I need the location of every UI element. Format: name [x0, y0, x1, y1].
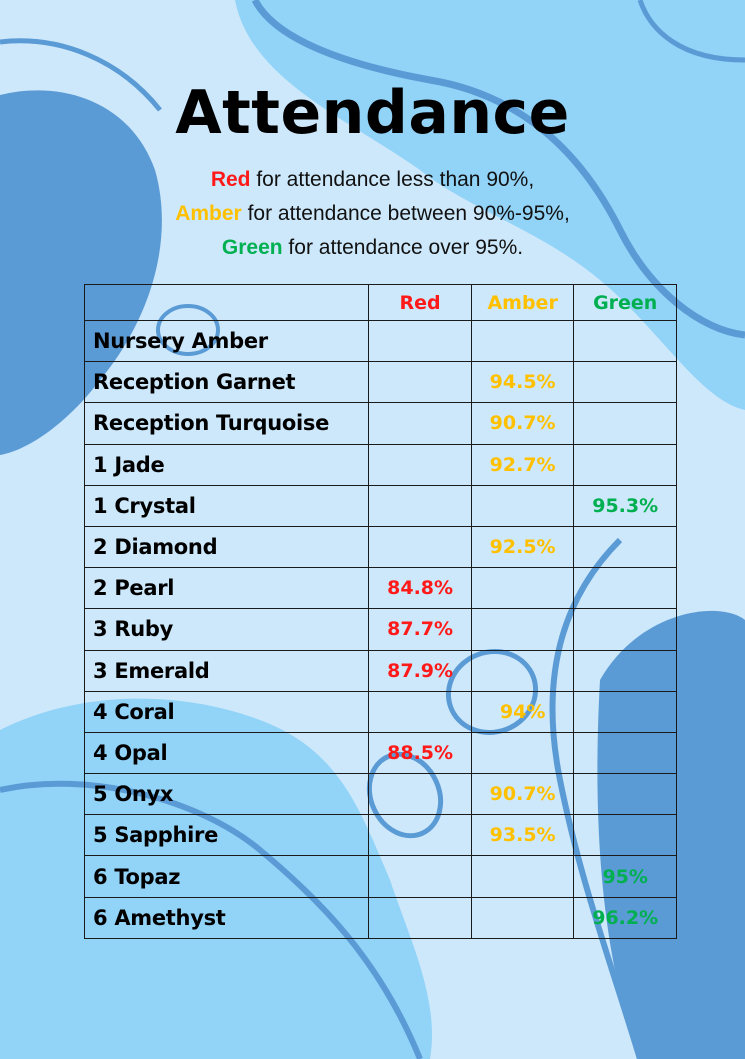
header-red: Red — [368, 284, 472, 321]
legend-key-amber: Amber — [175, 202, 242, 225]
left-swirl — [0, 38, 162, 112]
legend-line-amber: Amber for attendance between 90%-95%, — [0, 197, 745, 231]
top-right-swirl-2 — [637, 0, 745, 63]
amber-attendance-cell — [470, 484, 575, 527]
green-attendance-cell — [573, 731, 677, 775]
amber-attendance-cell — [470, 567, 575, 610]
legend-text-green: for attendance over 95%. — [282, 236, 524, 259]
legend-text-amber: for attendance between 90%-95%, — [241, 202, 570, 225]
green-attendance-cell — [573, 608, 677, 651]
green-attendance-cell: 95% — [573, 855, 677, 898]
top-right-blob — [235, 0, 745, 410]
table-row: Reception Garnet 94.5% — [83, 361, 677, 404]
red-attendance-cell: 87.9% — [368, 649, 472, 692]
table-row: 3 Ruby 87.7% — [83, 608, 677, 651]
legend-key-green: Green — [221, 236, 283, 259]
table-row: 6 Topaz 95% — [83, 855, 677, 898]
amber-attendance-cell: 93.5% — [470, 814, 575, 857]
amber-attendance-cell — [470, 896, 575, 939]
red-attendance-cell — [368, 361, 472, 404]
green-attendance-cell — [573, 319, 677, 363]
class-name: 6 Amethyst — [83, 896, 370, 939]
legend-key-red: Red — [210, 168, 251, 191]
red-attendance-cell — [368, 690, 472, 733]
header-class-blank — [83, 284, 370, 321]
green-attendance-cell — [573, 649, 677, 692]
green-attendance-cell — [573, 567, 677, 610]
class-name: Nursery Amber — [83, 319, 370, 363]
class-name: 3 Emerald — [83, 649, 370, 692]
class-name: 2 Pearl — [83, 567, 370, 610]
amber-attendance-cell: 92.7% — [470, 443, 575, 486]
red-attendance-cell — [368, 525, 472, 569]
amber-attendance-cell — [470, 608, 575, 651]
table-row: 1 Jade 92.7% — [83, 443, 677, 486]
red-attendance-cell — [368, 319, 472, 363]
red-attendance-cell: 88.5% — [368, 731, 472, 775]
amber-attendance-cell: 94% — [470, 690, 575, 733]
green-attendance-cell — [573, 814, 677, 857]
amber-attendance-cell: 92.5% — [470, 525, 575, 569]
table-row: 2 Pearl 84.8% — [83, 567, 677, 610]
left-blob — [0, 90, 162, 456]
green-attendance-cell — [573, 525, 677, 569]
amber-attendance-cell: 90.7% — [470, 773, 575, 816]
table-row: 4 Opal 88.5% — [83, 731, 677, 775]
table-row: Reception Turquoise 90.7% — [83, 402, 677, 445]
red-attendance-cell: 87.7% — [368, 608, 472, 651]
class-name: 5 Sapphire — [83, 814, 370, 857]
colour-key: Red for attendance less than 90%, Amber … — [0, 163, 745, 265]
class-name: 1 Crystal — [83, 484, 370, 527]
amber-attendance-cell: 90.7% — [470, 402, 575, 445]
red-attendance-cell — [368, 402, 472, 445]
amber-attendance-cell — [470, 319, 575, 363]
table-row: 3 Emerald 87.9% — [83, 649, 677, 692]
class-name: 3 Ruby — [83, 608, 370, 651]
class-name: 6 Topaz — [83, 855, 370, 898]
red-attendance-cell: 84.8% — [368, 567, 472, 610]
header-amber: Amber — [470, 284, 575, 321]
red-attendance-cell — [368, 484, 472, 527]
green-attendance-cell — [573, 690, 677, 733]
red-attendance-cell — [368, 896, 472, 939]
class-name: 4 Opal — [83, 731, 370, 775]
legend-line-green: Green for attendance over 95%. — [0, 231, 745, 265]
header-green: Green — [573, 284, 677, 321]
table-header-row: Red Amber Green — [83, 284, 677, 321]
class-name: Reception Garnet — [83, 361, 370, 404]
amber-attendance-cell: 94.5% — [470, 361, 575, 404]
green-attendance-cell: 95.3% — [573, 484, 677, 527]
class-name: 5 Onyx — [83, 773, 370, 816]
class-name: 2 Diamond — [83, 525, 370, 569]
green-attendance-cell: 96.2% — [573, 896, 677, 939]
class-name: Reception Turquoise — [83, 402, 370, 445]
green-attendance-cell — [573, 361, 677, 404]
attendance-table: Red Amber Green Nursery Amber Reception G… — [83, 284, 677, 939]
class-name: 4 Coral — [83, 690, 370, 733]
table-row: 5 Sapphire 93.5% — [83, 814, 677, 857]
amber-attendance-cell — [470, 649, 575, 692]
table-row: 6 Amethyst 96.2% — [83, 896, 677, 939]
amber-attendance-cell — [470, 855, 575, 898]
table-row: 1 Crystal 95.3% — [83, 484, 677, 527]
table-row: 2 Diamond 92.5% — [83, 525, 677, 569]
class-name: 1 Jade — [83, 443, 370, 486]
table-row: Nursery Amber — [83, 319, 677, 363]
green-attendance-cell — [573, 402, 677, 445]
red-attendance-cell — [368, 773, 472, 816]
green-attendance-cell — [573, 443, 677, 486]
page-title: Attendance — [175, 78, 570, 148]
amber-attendance-cell — [470, 731, 575, 775]
green-attendance-cell — [573, 773, 677, 816]
legend-text-red: for attendance less than 90%, — [250, 168, 535, 191]
legend-line-red: Red for attendance less than 90%, — [0, 163, 745, 197]
table-row: 5 Onyx 90.7% — [83, 773, 677, 816]
red-attendance-cell — [368, 855, 472, 898]
red-attendance-cell — [368, 814, 472, 857]
red-attendance-cell — [368, 443, 472, 486]
table-row: 4 Coral 94% — [83, 690, 677, 733]
